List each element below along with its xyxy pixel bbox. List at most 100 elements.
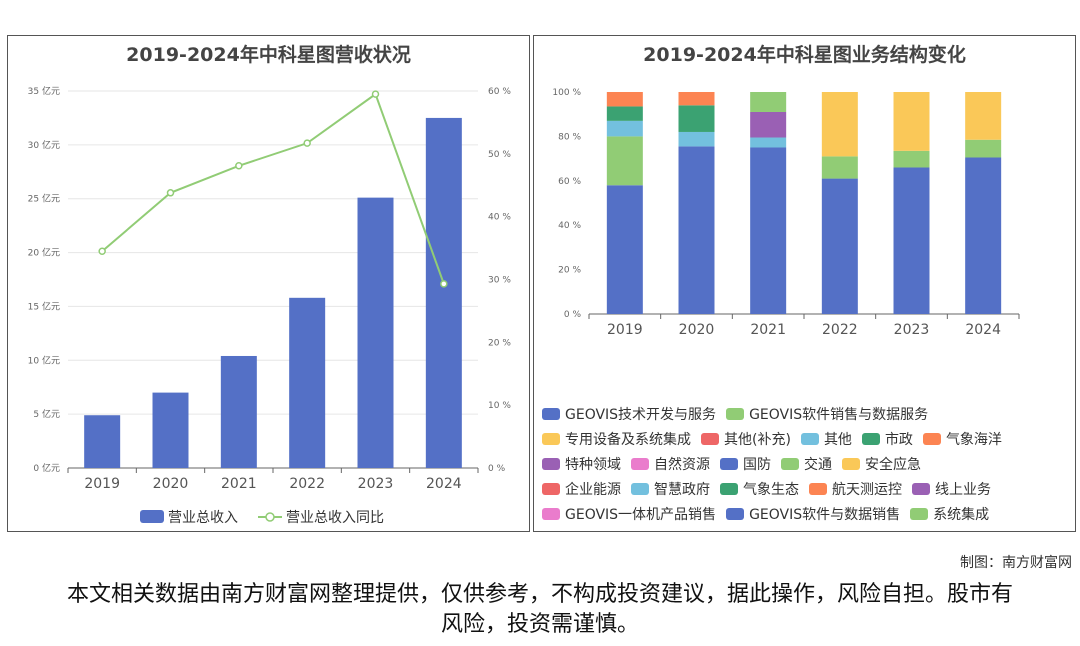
revenue-bar bbox=[152, 392, 189, 468]
legend-swatch bbox=[701, 433, 719, 445]
stacked-segment bbox=[606, 185, 643, 314]
legend-item: GEOVIS软件销售与数据服务 bbox=[726, 404, 928, 424]
stacked-segment bbox=[750, 92, 787, 112]
legend-item: 自然资源 bbox=[631, 454, 710, 474]
revenue-chart: 0 亿元 5 亿元 10 亿元 15 亿元 20 亿元 25 亿元 30 亿元 35 亿元 0 … bbox=[28, 85, 512, 526]
legend-item: 特种领域 bbox=[542, 454, 621, 474]
yoy-growth-point bbox=[371, 90, 380, 98]
legend-item: 航天测运控 bbox=[809, 479, 902, 499]
x-tick-label: 2021 bbox=[221, 476, 257, 492]
legend-swatch bbox=[809, 483, 827, 495]
legend-item: GEOVIS技术开发与服务 bbox=[542, 404, 716, 424]
y-tick-label: 100 % bbox=[552, 88, 581, 98]
y-left-tick-label: 20 亿元 bbox=[28, 247, 60, 259]
stacked-segment bbox=[678, 105, 715, 132]
y-left-tick-label: 35 亿元 bbox=[28, 85, 60, 97]
stacked-segment bbox=[678, 146, 715, 314]
legend-item: 其他 bbox=[800, 429, 852, 449]
y-right-tick-label: 10 % bbox=[488, 401, 511, 411]
stacked-segment bbox=[750, 137, 787, 148]
y-right-tick-label: 20 % bbox=[488, 338, 511, 348]
x-tick-label: 2021 bbox=[750, 322, 786, 336]
legend-row: GEOVIS技术开发与服务 GEOVIS软件销售与数据服务 bbox=[542, 404, 938, 424]
legend-swatch bbox=[842, 458, 860, 470]
stacked-segment bbox=[893, 150, 930, 168]
legend-label: GEOVIS软件与数据销售 bbox=[749, 507, 901, 523]
yoy-growth-line bbox=[101, 92, 445, 285]
legend-label: 气象海洋 bbox=[945, 432, 1002, 448]
legend-swatch bbox=[542, 508, 560, 520]
legend-item: GEOVIS一体机产品销售 bbox=[542, 504, 716, 524]
stacked-segment bbox=[893, 92, 930, 151]
y-left-tick-label: 30 亿元 bbox=[28, 139, 60, 151]
y-right-tick-label: 30 % bbox=[488, 276, 511, 286]
legend-swatch bbox=[912, 483, 930, 495]
legend-label: 线上业务 bbox=[935, 482, 991, 498]
business-structure-chart-panel: 2019-2024年中科星图业务结构变化 0 % 20 % 40 % 60 % 80 %… bbox=[533, 35, 1076, 532]
legend-item: 气象海洋 bbox=[922, 429, 1002, 449]
stacked-segment bbox=[606, 92, 643, 107]
yoy-growth-point bbox=[98, 247, 106, 255]
legend-label: 自然资源 bbox=[654, 457, 710, 473]
legend-row: GEOVIS一体机产品销售 GEOVIS软件与数据销售 系统集成 bbox=[542, 504, 999, 524]
revenue-chart-title: 2019-2024年中科星图营收状况 bbox=[126, 44, 411, 66]
legend-label: 其他(补充) bbox=[724, 432, 791, 448]
revenue-bar bbox=[84, 415, 121, 468]
stacked-segment bbox=[965, 92, 1002, 140]
revenue-chart-panel: 2019-2024年中科星图营收状况 0 亿元 5 亿元 10 亿元 15 亿元 20 … bbox=[7, 35, 530, 532]
legend-swatch bbox=[631, 483, 649, 495]
y-tick-label: 0 % bbox=[564, 310, 582, 320]
legend-item: 交通 bbox=[781, 454, 832, 474]
legend-item: 安全应急 bbox=[842, 454, 921, 474]
legend-item: 国防 bbox=[720, 454, 771, 474]
yoy-growth-point bbox=[166, 189, 175, 197]
legend-swatch bbox=[631, 458, 649, 470]
legend-revenue-label: 营业总收入 bbox=[168, 510, 238, 526]
y-right-tick-label: 0 % bbox=[488, 464, 506, 474]
stacked-segment bbox=[821, 178, 858, 314]
legend-swatch bbox=[720, 483, 738, 495]
legend-label: 系统集成 bbox=[933, 507, 990, 523]
legend-label: 智慧政府 bbox=[654, 482, 710, 498]
y-right-tick-label: 50 % bbox=[488, 150, 511, 160]
legend-label: 交通 bbox=[804, 457, 832, 473]
x-tick-label: 2022 bbox=[822, 322, 858, 336]
x-tick-label: 2022 bbox=[289, 476, 325, 492]
disclaimer-text: 本文相关数据由南方财富网整理提供，仅供参考，不构成投资建议，据此操作，风险自担。… bbox=[66, 582, 1013, 637]
legend-swatch bbox=[781, 458, 799, 470]
legend-yoy-label: 营业总收入同比 bbox=[286, 510, 384, 526]
legend-item: 线上业务 bbox=[912, 479, 991, 499]
y-tick-label: 80 % bbox=[558, 132, 581, 142]
revenue-bar bbox=[425, 117, 462, 468]
revenue-bar bbox=[220, 355, 257, 468]
stacked-segment bbox=[821, 92, 858, 157]
yoy-growth-point bbox=[303, 139, 311, 147]
y-left-tick-label: 25 亿元 bbox=[28, 193, 60, 205]
legend-label: 其他 bbox=[823, 432, 852, 448]
business-structure-chart: 0 % 20 % 40 % 60 % 80 % 100 % 2019 2020 2021 2022… bbox=[552, 88, 1020, 336]
x-tick-label: 2024 bbox=[426, 476, 462, 492]
y-right-tick-label: 40 % bbox=[488, 213, 511, 223]
chart-credit: 制图：南方财富网 bbox=[960, 555, 1072, 571]
legend-label: 特种领域 bbox=[565, 457, 621, 473]
x-tick-label: 2019 bbox=[607, 322, 643, 336]
legend-swatch bbox=[726, 408, 745, 420]
stacked-segment bbox=[893, 167, 930, 314]
stacked-segment bbox=[965, 139, 1002, 158]
legend-label: 航天测运控 bbox=[832, 482, 902, 498]
legend-swatch bbox=[910, 508, 929, 520]
legend-swatch bbox=[922, 433, 941, 445]
stacked-segment bbox=[965, 157, 1002, 314]
legend-swatch bbox=[800, 433, 819, 445]
legend-row: 专用设备及系统集成 其他(补充) 其他 市政 气象海洋 bbox=[542, 429, 1012, 449]
legend-item: GEOVIS软件与数据销售 bbox=[726, 504, 900, 524]
y-right-tick-label: 60 % bbox=[488, 87, 511, 97]
y-tick-label: 60 % bbox=[558, 177, 581, 187]
revenue-bar bbox=[289, 297, 326, 468]
yoy-growth-point bbox=[235, 162, 243, 170]
legend-item: 专用设备及系统集成 bbox=[542, 429, 691, 449]
y-left-tick-label: 5 亿元 bbox=[33, 408, 60, 420]
legend-item: 企业能源 bbox=[542, 479, 621, 499]
x-tick-label: 2023 bbox=[894, 322, 930, 336]
y-left-tick-label: 15 亿元 bbox=[28, 300, 60, 312]
